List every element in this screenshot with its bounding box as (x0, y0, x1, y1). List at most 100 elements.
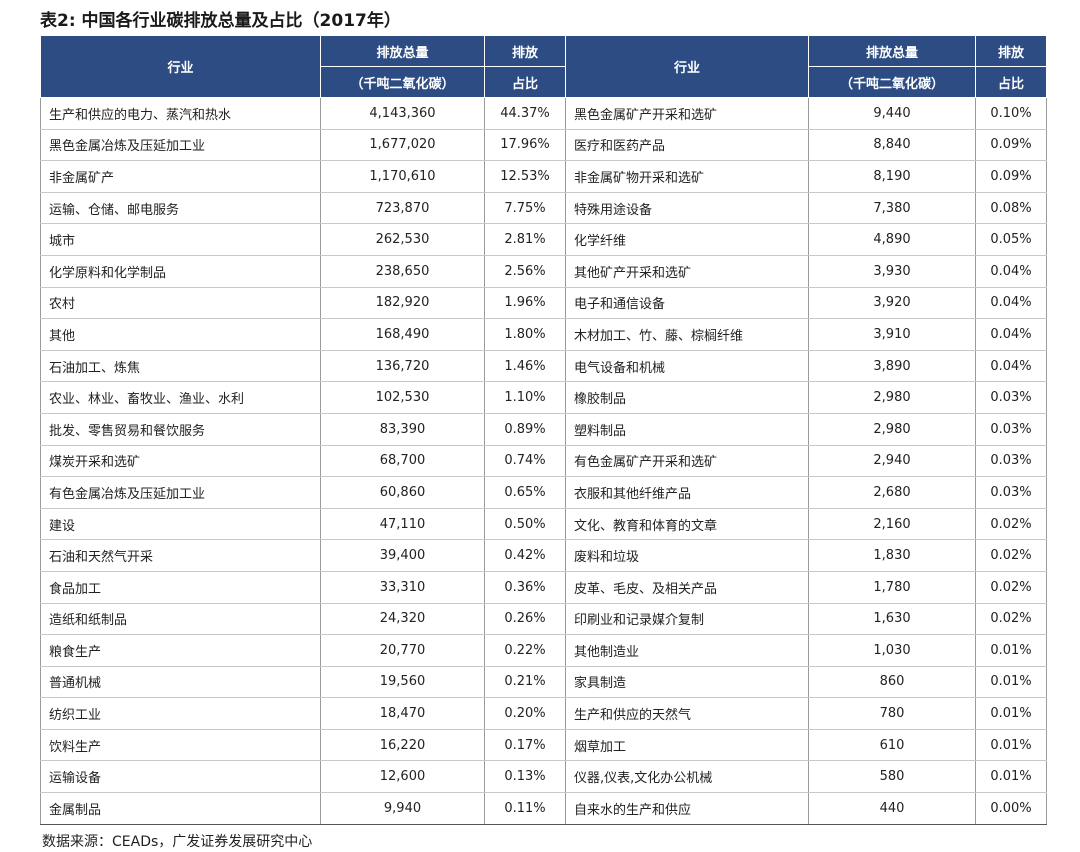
table-title: 表2: 中国各行业碳排放总量及占比（2017年） (40, 11, 401, 31)
share-cell: 0.04% (975, 350, 1047, 383)
header-cell: 占比 (484, 66, 566, 98)
total-cell: 3,890 (808, 350, 976, 383)
share-cell: 44.37% (484, 97, 566, 130)
share-cell: 0.03% (975, 381, 1047, 414)
table-row: 饮料生产 16,220 0.17% 烟草加工 610 0.01% (40, 729, 1047, 762)
share-cell: 1.46% (484, 350, 566, 383)
total-cell: 182,920 (320, 287, 485, 320)
total-cell: 1,830 (808, 539, 976, 572)
total-cell: 47,110 (320, 508, 485, 541)
industry-cell: 橡胶制品 (565, 381, 809, 414)
table-row: 粮食生产 20,770 0.22% 其他制造业 1,030 0.01% (40, 634, 1047, 667)
share-cell: 0.22% (484, 634, 566, 667)
table-row: 黑色金属冶炼及压延加工业 1,677,020 17.96% 医疗和医药产品 8,840 0… (40, 129, 1047, 162)
table-body: 生产和供应的电力、蒸汽和热水 4,143,360 44.37% 黑色金属矿产开采和选矿… (40, 97, 1047, 825)
total-cell: 83,390 (320, 413, 485, 446)
industry-cell: 石油加工、炼焦 (40, 350, 321, 383)
industry-cell: 农村 (40, 287, 321, 320)
share-cell: 0.01% (975, 697, 1047, 730)
total-cell: 3,910 (808, 318, 976, 351)
table-row: 有色金属冶炼及压延加工业 60,860 0.65% 衣服和其他纤维产品 2,680 0.0… (40, 476, 1047, 509)
industry-cell: 文化、教育和体育的文章 (565, 508, 809, 541)
total-cell: 860 (808, 666, 976, 699)
share-cell: 0.10% (975, 97, 1047, 130)
share-cell: 0.00% (975, 792, 1047, 825)
total-cell: 1,030 (808, 634, 976, 667)
total-cell: 2,980 (808, 413, 976, 446)
industry-cell: 化学原料和化学制品 (40, 255, 321, 288)
total-cell: 2,940 (808, 445, 976, 478)
total-cell: 60,860 (320, 476, 485, 509)
industry-cell: 非金属矿产 (40, 160, 321, 193)
industry-cell: 废料和垃圾 (565, 539, 809, 572)
industry-cell: 生产和供应的电力、蒸汽和热水 (40, 97, 321, 130)
total-cell: 4,890 (808, 223, 976, 256)
table-row: 石油加工、炼焦 136,720 1.46% 电气设备和机械 3,890 0.04% (40, 350, 1047, 383)
total-cell: 2,160 (808, 508, 976, 541)
table-row: 普通机械 19,560 0.21% 家具制造 860 0.01% (40, 666, 1047, 699)
total-cell: 12,600 (320, 760, 485, 794)
industry-cell: 电子和通信设备 (565, 287, 809, 320)
share-cell: 7.75% (484, 192, 566, 225)
header-cell: 排放总量 (808, 35, 976, 67)
industry-cell: 非金属矿物开采和选矿 (565, 160, 809, 193)
share-cell: 0.26% (484, 603, 566, 636)
total-cell: 610 (808, 729, 976, 762)
industry-cell: 其他制造业 (565, 634, 809, 667)
industry-cell: 食品加工 (40, 571, 321, 604)
total-cell: 1,677,020 (320, 129, 485, 162)
total-cell: 33,310 (320, 571, 485, 604)
share-cell: 0.04% (975, 255, 1047, 288)
industry-cell: 有色金属矿产开采和选矿 (565, 445, 809, 478)
share-cell: 0.02% (975, 603, 1047, 636)
share-cell: 0.89% (484, 413, 566, 446)
share-cell: 0.02% (975, 539, 1047, 572)
industry-cell: 煤炭开采和选矿 (40, 445, 321, 478)
total-cell: 9,440 (808, 97, 976, 130)
total-cell: 18,470 (320, 697, 485, 730)
table-row: 农村 182,920 1.96% 电子和通信设备 3,920 0.04% (40, 287, 1047, 320)
total-cell: 8,840 (808, 129, 976, 162)
table-row: 运输设备 12,600 0.13% 仪器,仪表,文化办公机械 580 0.01% (40, 760, 1047, 794)
total-cell: 7,380 (808, 192, 976, 225)
total-cell: 580 (808, 760, 976, 794)
total-cell: 1,780 (808, 571, 976, 604)
table-row: 运输、仓储、邮电服务 723,870 7.75% 特殊用途设备 7,380 0.08% (40, 192, 1047, 225)
table-row: 批发、零售贸易和餐饮服务 83,390 0.89% 塑料制品 2,980 0.03% (40, 413, 1047, 446)
share-cell: 0.03% (975, 476, 1047, 509)
total-cell: 102,530 (320, 381, 485, 414)
share-cell: 0.01% (975, 666, 1047, 699)
table-row: 金属制品 9,940 0.11% 自来水的生产和供应 440 0.00% (40, 792, 1047, 825)
total-cell: 39,400 (320, 539, 485, 572)
share-cell: 0.02% (975, 508, 1047, 541)
total-cell: 20,770 (320, 634, 485, 667)
share-cell: 2.81% (484, 223, 566, 256)
total-cell: 238,650 (320, 255, 485, 288)
industry-cell: 烟草加工 (565, 729, 809, 762)
industry-cell: 特殊用途设备 (565, 192, 809, 225)
total-cell: 2,680 (808, 476, 976, 509)
total-cell: 2,980 (808, 381, 976, 414)
table-row: 建设 47,110 0.50% 文化、教育和体育的文章 2,160 0.02% (40, 508, 1047, 541)
share-cell: 0.17% (484, 729, 566, 762)
industry-cell: 黑色金属冶炼及压延加工业 (40, 129, 321, 162)
table-row: 农业、林业、畜牧业、渔业、水利 102,530 1.10% 橡胶制品 2,980 0.03… (40, 381, 1047, 414)
industry-cell: 木材加工、竹、藤、棕榈纤维 (565, 318, 809, 351)
header-cell: 行业 (40, 35, 321, 98)
share-cell: 0.01% (975, 634, 1047, 667)
industry-cell: 运输设备 (40, 760, 321, 794)
industry-cell: 医疗和医药产品 (565, 129, 809, 162)
total-cell: 168,490 (320, 318, 485, 351)
industry-cell: 石油和天然气开采 (40, 539, 321, 572)
table-row: 食品加工 33,310 0.36% 皮革、毛皮、及相关产品 1,780 0.02% (40, 571, 1047, 604)
table-row: 石油和天然气开采 39,400 0.42% 废料和垃圾 1,830 0.02% (40, 539, 1047, 572)
share-cell: 1.80% (484, 318, 566, 351)
industry-cell: 城市 (40, 223, 321, 256)
total-cell: 1,630 (808, 603, 976, 636)
total-cell: 780 (808, 697, 976, 730)
share-cell: 0.20% (484, 697, 566, 730)
source-note: 数据来源：CEADs，广发证券发展研究中心 (42, 834, 313, 850)
industry-cell: 农业、林业、畜牧业、渔业、水利 (40, 381, 321, 414)
industry-cell: 有色金属冶炼及压延加工业 (40, 476, 321, 509)
table-row: 造纸和纸制品 24,320 0.26% 印刷业和记录媒介复制 1,630 0.02% (40, 603, 1047, 636)
